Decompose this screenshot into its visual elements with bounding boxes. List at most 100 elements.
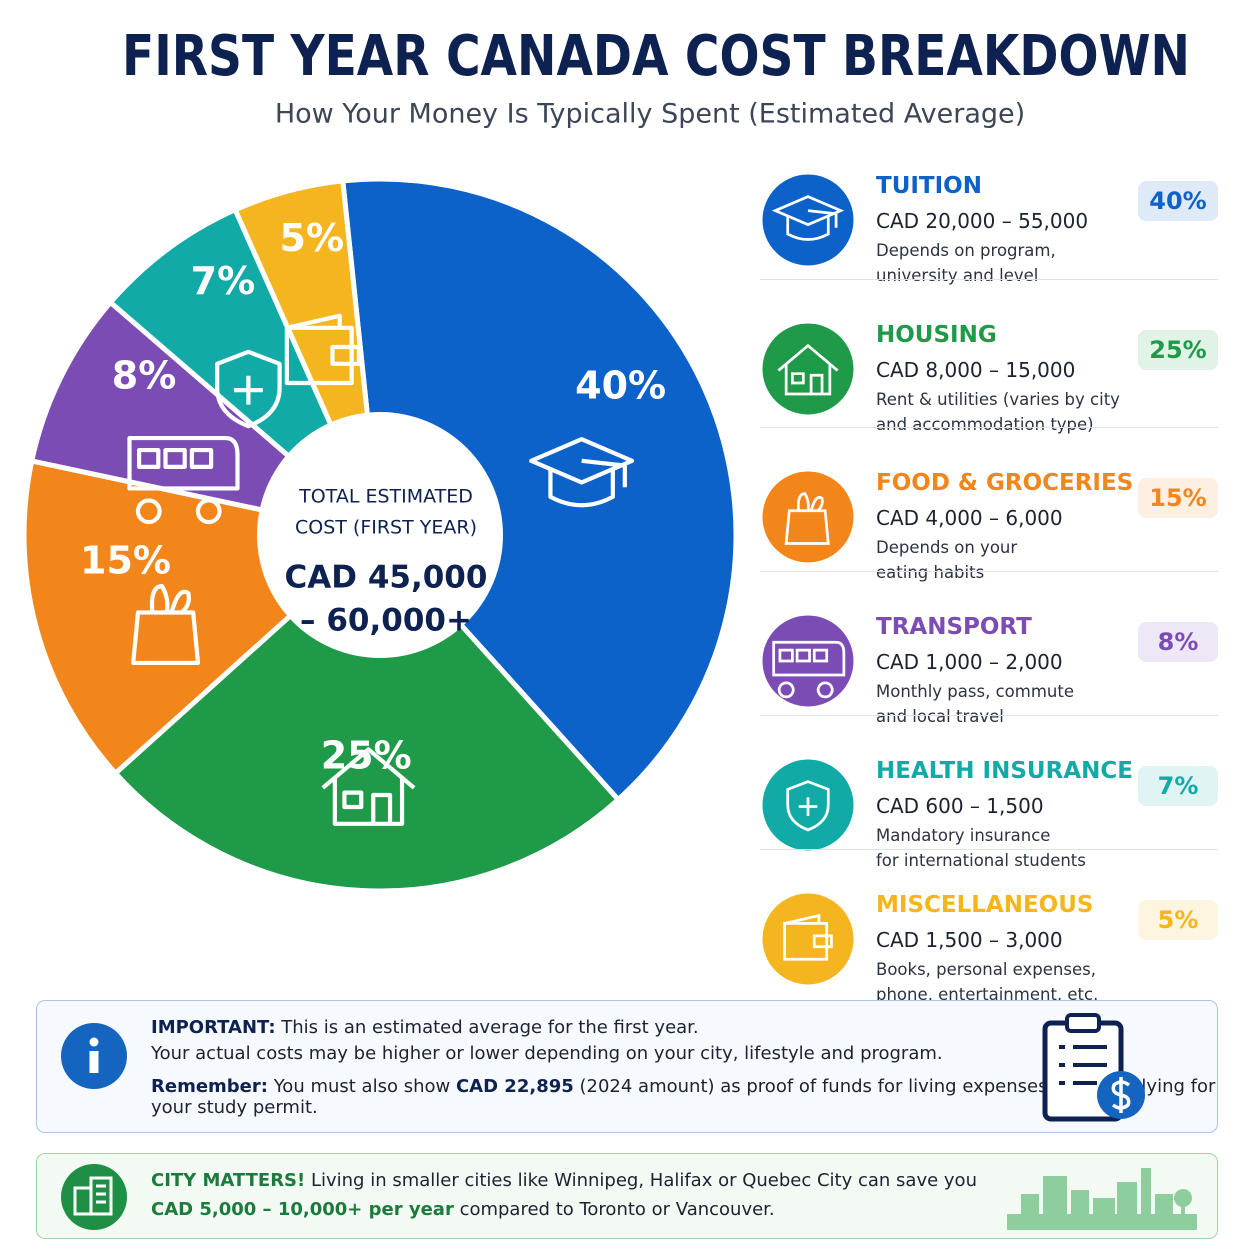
card-description: and accommodation type)	[876, 415, 1094, 434]
card-description: phone, entertainment, etc.	[876, 985, 1099, 1004]
card-title: MISCELLANEOUS	[876, 892, 1094, 918]
card-percent: 7%	[1138, 766, 1218, 806]
icon	[772, 640, 846, 699]
icon	[131, 584, 201, 666]
card-title: FOOD & GROCERIES	[876, 470, 1134, 496]
icon-circle	[759, 468, 857, 566]
card-range: CAD 1,000 – 2,000	[876, 650, 1063, 674]
separator	[760, 427, 1218, 428]
remember-text: You must also show	[273, 1076, 451, 1097]
pie-slice	[111, 531, 622, 894]
cost-card: TUITION CAD 20,000 – 55,000 Depends on pro…	[759, 171, 1218, 303]
card-icon	[759, 890, 857, 988]
slice-label: 8%	[112, 353, 177, 397]
card-title: TUITION	[876, 173, 982, 199]
cost-card: FOOD & GROCERIES CAD 4,000 – 6,000 Depends…	[759, 468, 1218, 600]
icon	[777, 343, 839, 396]
card-range: CAD 20,000 – 55,000	[876, 209, 1089, 233]
card-title: TRANSPORT	[876, 614, 1032, 640]
card-description: Monthly pass, commute	[876, 682, 1074, 701]
slice-label: 5%	[280, 216, 345, 260]
card-description: university and level	[876, 266, 1039, 285]
icon	[783, 913, 833, 961]
icon-circle	[759, 171, 857, 269]
remember-amount: CAD 22,895	[455, 1076, 574, 1097]
skyline	[1007, 1168, 1197, 1230]
slice-label: 25%	[321, 734, 412, 778]
city-text: compared to Toronto or Vancouver.	[459, 1199, 775, 1220]
card-icon	[759, 756, 857, 854]
card-description: Depends on program,	[876, 241, 1056, 260]
cost-card: MISCELLANEOUS CAD 1,500 – 3,000 Books, per…	[759, 890, 1218, 1022]
icon	[215, 349, 282, 429]
card-percent: 40%	[1138, 181, 1218, 221]
city-label: CITY MATTERS!	[151, 1170, 306, 1191]
slice-icon	[529, 437, 635, 508]
remember-label: Remember:	[151, 1076, 268, 1097]
card-icon	[759, 320, 857, 418]
icon	[784, 492, 830, 545]
card-range: CAD 600 – 1,500	[876, 794, 1044, 818]
slice-icon	[127, 435, 240, 525]
slice-icon	[321, 747, 416, 826]
city-icon	[61, 1164, 127, 1230]
card-icon	[759, 468, 857, 566]
card-percent: 15%	[1138, 478, 1218, 518]
separator	[760, 279, 1218, 280]
card-title: HEALTH INSURANCE	[876, 758, 1133, 784]
city-text: Living in smaller cities like Winnipeg, …	[310, 1170, 977, 1191]
chart-subtitle: How Your Money Is Typically Spent (Estim…	[275, 99, 1025, 130]
slice-label: 40%	[575, 363, 666, 407]
icon	[127, 435, 240, 525]
card-description: Books, personal expenses,	[876, 960, 1096, 979]
card-description: eating habits	[876, 563, 985, 582]
card-description: Rent & utilities (varies by city	[876, 390, 1120, 409]
card-range: CAD 1,500 – 3,000	[876, 928, 1063, 952]
card-title: HOUSING	[876, 322, 997, 348]
card-percent: 5%	[1138, 900, 1218, 940]
card-description: and local travel	[876, 707, 1004, 726]
info-icon	[61, 1023, 127, 1089]
icon	[771, 195, 845, 241]
icon	[529, 437, 635, 508]
chart-title: FIRST YEAR CANADA COST BREAKDOWN	[122, 24, 1190, 89]
card-percent: 25%	[1138, 330, 1218, 370]
important-line: Your actual costs may be higher or lower…	[151, 1043, 943, 1064]
card-description: for international students	[876, 851, 1086, 870]
icon-circle	[759, 890, 857, 988]
slice-icon	[284, 313, 361, 386]
city-amount: CAD 5,000 – 10,000+ per year	[151, 1199, 454, 1220]
separator	[760, 571, 1218, 572]
hub	[257, 412, 503, 658]
slice-label: 15%	[80, 539, 171, 583]
card-icon	[759, 171, 857, 269]
center-label: COST (FIRST YEAR)	[295, 517, 477, 539]
important-text: This is an estimated average for the fir…	[281, 1017, 699, 1038]
center-value: CAD 45,000	[285, 560, 488, 596]
separator	[760, 849, 1218, 850]
cost-card: TRANSPORT CAD 1,000 – 2,000 Monthly pass, …	[759, 612, 1218, 744]
separator	[760, 715, 1218, 716]
cost-card: HOUSING CAD 8,000 – 15,000 Rent & utilitie…	[759, 320, 1218, 452]
icon	[321, 747, 416, 826]
city-note: CITY MATTERS! Living in smaller cities l…	[36, 1153, 1218, 1239]
chart: FIRST YEAR CANADA COST BREAKDOWN How You…	[21, 24, 1190, 894]
center-label: TOTAL ESTIMATED	[298, 486, 473, 508]
icon	[786, 780, 830, 832]
card-percent: 8%	[1138, 622, 1218, 662]
card-icon	[759, 612, 857, 710]
pie-slice	[340, 176, 739, 804]
clipboard-icon	[1042, 1013, 1145, 1122]
card-description: Mandatory insurance	[876, 826, 1051, 845]
card-description: Depends on your	[876, 538, 1018, 557]
slice-icon	[215, 349, 282, 429]
slice-label: 7%	[191, 259, 256, 303]
icon-circle	[759, 320, 857, 418]
icon	[284, 313, 361, 386]
card-range: CAD 8,000 – 15,000	[876, 358, 1076, 382]
important-note: IMPORTANT: This is an estimated average …	[36, 1000, 1218, 1133]
pie: 40% 25% 15% 8% 7% 5% TOTAL ESTIMATED COST (FIRS…	[21, 176, 739, 894]
center-value: – 60,000+	[300, 603, 472, 639]
cost-card: HEALTH INSURANCE CAD 600 – 1,500 Mandatory…	[759, 756, 1218, 888]
